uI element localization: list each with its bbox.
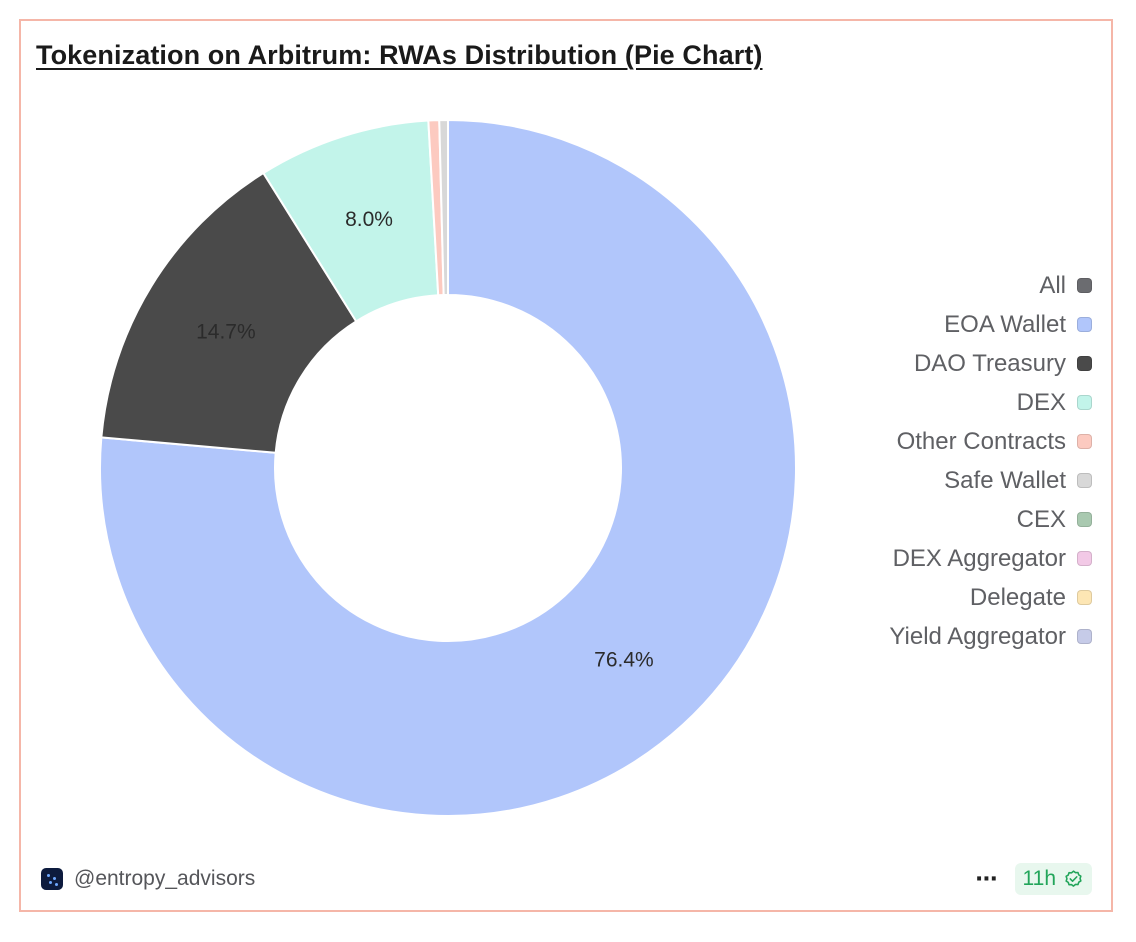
legend-swatch	[1077, 278, 1092, 293]
legend-swatch	[1077, 434, 1092, 449]
legend-label: DEX	[1016, 388, 1066, 416]
legend-swatch	[1077, 356, 1092, 371]
legend-swatch	[1077, 629, 1092, 644]
legend: All EOA Wallet DAO Treasury DEX Other Contra…	[889, 266, 1092, 656]
legend-swatch	[1077, 590, 1092, 605]
chart-title[interactable]: Tokenization on Arbitrum: RWAs Distribut…	[36, 40, 763, 70]
author-handle[interactable]: @entropy_advisors	[74, 867, 256, 890]
legend-label: CEX	[1016, 505, 1066, 533]
pie-slice-safe-wallet[interactable]	[438, 118, 449, 297]
legend-item-other-contracts[interactable]: Other Contracts	[897, 422, 1092, 461]
footer-actions: ⋯ 11h	[976, 863, 1092, 895]
legend-item-delegate[interactable]: Delegate	[970, 578, 1092, 617]
verified-check-icon	[1065, 869, 1082, 887]
avatar[interactable]	[41, 868, 63, 890]
legend-label: All	[1039, 271, 1066, 299]
legend-item-dex-aggregator[interactable]: DEX Aggregator	[893, 539, 1092, 578]
legend-item-eoa-wallet[interactable]: EOA Wallet	[944, 305, 1092, 344]
legend-swatch	[1077, 395, 1092, 410]
legend-item-safe-wallet[interactable]: Safe Wallet	[944, 461, 1092, 500]
legend-label: Other Contracts	[896, 427, 1066, 455]
legend-label: Delegate	[969, 583, 1066, 611]
legend-label: DEX Aggregator	[892, 544, 1066, 572]
legend-item-dao-treasury[interactable]: DAO Treasury	[914, 344, 1092, 383]
legend-item-dex[interactable]: DEX	[1017, 383, 1092, 422]
legend-item-all[interactable]: All	[1039, 266, 1092, 305]
pie-slice-dao-treasury[interactable]	[100, 171, 358, 454]
slice-label-dex: 8.0%	[345, 208, 393, 231]
pie-slice-eoa-wallet[interactable]	[99, 118, 797, 817]
legend-label: Yield Aggregator	[889, 622, 1066, 650]
author-info[interactable]: @entropy_advisors	[41, 867, 255, 891]
legend-swatch	[1077, 317, 1092, 332]
legend-label: DAO Treasury	[913, 349, 1066, 377]
donut-chart: 76.4% 14.7% 8.0%	[99, 118, 797, 817]
slice-label-dao-treasury: 14.7%	[196, 320, 256, 343]
chart-card: Tokenization on Arbitrum: RWAs Distribut…	[19, 19, 1113, 912]
legend-label: Safe Wallet	[944, 466, 1066, 494]
legend-label: EOA Wallet	[944, 310, 1066, 338]
legend-swatch	[1077, 473, 1092, 488]
legend-item-yield-aggregator[interactable]: Yield Aggregator	[889, 617, 1092, 656]
slice-label-eoa-wallet: 76.4%	[594, 649, 654, 672]
age-text: 11h	[1022, 867, 1056, 890]
legend-item-cex[interactable]: CEX	[1017, 500, 1092, 539]
age-badge[interactable]: 11h	[1014, 863, 1092, 895]
more-horizontal-icon[interactable]: ⋯	[975, 866, 999, 891]
legend-swatch	[1077, 512, 1092, 527]
legend-swatch	[1077, 551, 1092, 566]
